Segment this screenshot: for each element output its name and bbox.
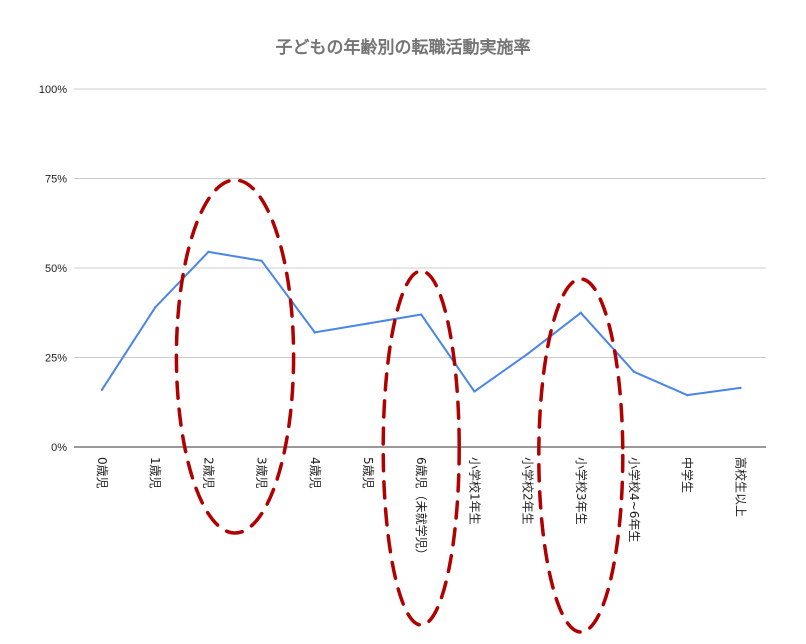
data-point [526,352,529,356]
data-point [313,331,316,334]
x-tick-label: 小学校3年生 [574,457,589,525]
x-tick-label: 小学校1年生 [467,457,482,525]
highlight-ellipse [381,269,461,627]
highlight-ellipse [537,277,625,634]
x-tick-label: 高校生以上 [733,457,748,517]
series-line [101,250,742,397]
data-point [739,386,742,390]
x-tick-label: 6歳児（未就学児） [414,457,429,561]
data-point [473,390,476,393]
x-tick-label: 2歳児 [201,457,215,489]
data-point [632,370,636,374]
x-tick-label: 1歳児 [148,457,162,489]
y-tick-label: 75% [45,174,67,186]
series-lines [100,250,742,397]
y-tick-label: 50% [45,263,67,275]
highlight-ellipses [174,178,625,634]
x-tick-label: 0歳児 [95,457,109,489]
data-point [207,250,210,254]
data-point [366,322,370,325]
y-tick-label: 25% [45,353,67,365]
x-tick-label: 3歳児 [255,457,269,489]
data-point [579,311,582,314]
x-tick-label: 小学校2年生 [521,457,536,525]
data-point [154,306,157,309]
x-tick-label: 小学校4~6年生 [627,457,642,542]
x-tick-label: 中学生 [680,457,695,493]
x-tick-label: 4歳児 [308,457,322,489]
x-tick-label: 5歳児 [361,457,375,489]
gridlines [74,88,766,448]
data-point [686,393,689,397]
data-point [420,313,423,316]
chart-title: 子どもの年齢別の転職活動実施率 [276,37,531,58]
data-point [260,259,263,263]
y-tick-label: 0% [51,442,67,454]
highlight-ellipse [174,178,296,535]
x-axis-ticks: 0歳児 1歳児 2歳児 3歳児 4歳児 5歳児 6歳児（未就学児） 小学校1年生 小学校2年生 小… [95,457,748,561]
y-axis-ticks: 0% 25% 50% 75% 100% [39,84,67,454]
y-tick-label: 100% [39,84,67,96]
data-point [100,388,104,391]
